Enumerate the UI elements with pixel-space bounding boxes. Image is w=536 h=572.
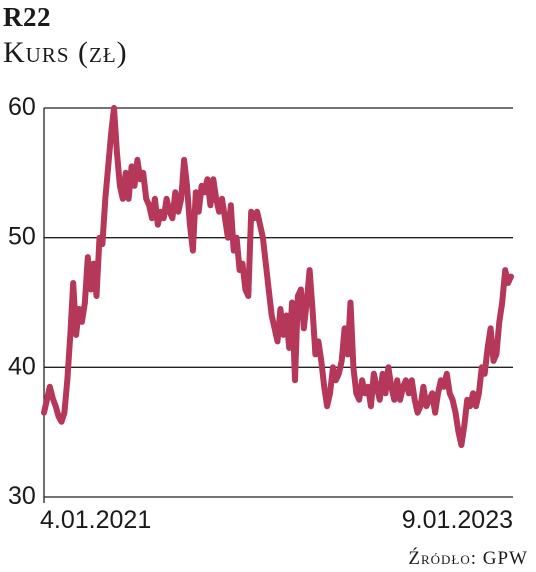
series-group (41, 105, 514, 449)
y-tick-label: 40 (8, 352, 36, 380)
y-axis-ticks: 30 40 50 60 (8, 93, 36, 510)
grid-lines (43, 107, 513, 503)
chart-title: R22 (3, 2, 51, 32)
chart-subtitle: Kurs (zł) (3, 36, 128, 69)
x-tick-end: 9.01.2023 (402, 506, 513, 534)
y-tick-label: 60 (8, 93, 36, 121)
y-tick-label: 50 (8, 223, 36, 251)
x-tick-start: 4.01.2021 (40, 506, 151, 534)
source-note: Źródło: GPW (408, 548, 528, 569)
y-tick-label: 30 (8, 482, 36, 510)
series-line-0 (41, 105, 514, 449)
